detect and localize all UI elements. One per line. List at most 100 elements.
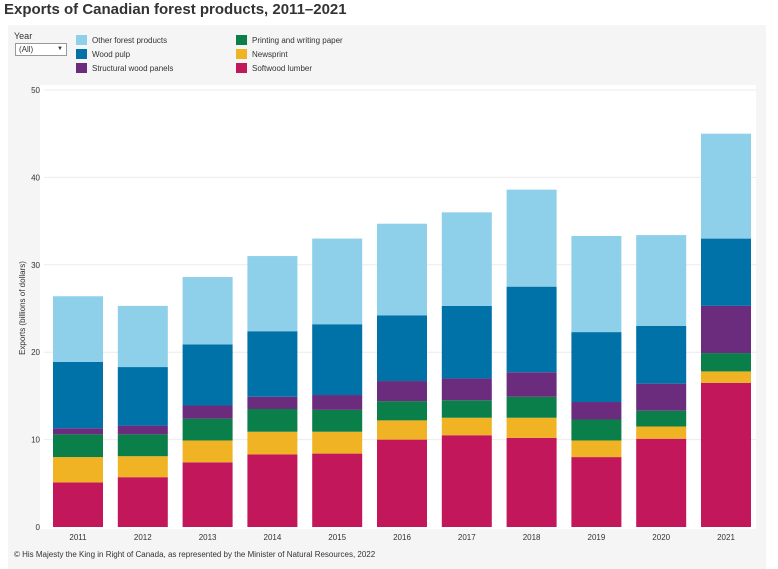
legend-label: Wood pulp xyxy=(92,49,131,59)
x-tick-label: 2011 xyxy=(69,533,87,542)
year-select-value: (All) xyxy=(19,45,34,54)
x-tick-label: 2018 xyxy=(523,533,541,542)
bar-printing-and-writing-paper-2012 xyxy=(117,434,168,457)
bar-other-forest-products-2021 xyxy=(701,133,751,239)
legend-item-softwood-lumber[interactable]: Softwood lumber xyxy=(236,62,312,74)
legend-label: Softwood lumber xyxy=(252,63,313,73)
bar-printing-and-writing-paper-2011 xyxy=(53,434,103,458)
bar-wood-pulp-2014 xyxy=(247,331,298,397)
year-filter-label: Year xyxy=(14,31,33,41)
legend-item-structural-wood-panels[interactable]: Structural wood panels xyxy=(76,62,173,74)
bar-wood-pulp-2021 xyxy=(701,238,751,306)
y-tick-label: 50 xyxy=(31,86,40,95)
legend-swatch xyxy=(76,49,87,59)
x-tick-label: 2019 xyxy=(588,533,606,542)
x-tick-label: 2013 xyxy=(199,533,217,542)
bar-structural-wood-panels-2013 xyxy=(182,405,233,419)
bar-other-forest-products-2016 xyxy=(377,223,427,316)
bar-wood-pulp-2013 xyxy=(182,344,233,406)
y-tick-label: 40 xyxy=(31,173,40,182)
x-tick-label: 2015 xyxy=(328,533,346,542)
bar-softwood-lumber-2011 xyxy=(53,482,103,527)
x-tick-label: 2017 xyxy=(458,533,476,542)
bar-structural-wood-panels-2021 xyxy=(701,305,751,354)
bar-softwood-lumber-2015 xyxy=(312,453,363,527)
legend-swatch xyxy=(236,49,247,59)
bar-newsprint-2012 xyxy=(117,456,168,478)
bar-softwood-lumber-2012 xyxy=(117,477,168,527)
bar-newsprint-2017 xyxy=(441,417,492,436)
bar-printing-and-writing-paper-2018 xyxy=(506,396,557,418)
bar-newsprint-2015 xyxy=(312,431,363,454)
bar-other-forest-products-2015 xyxy=(312,238,363,325)
legend-swatch xyxy=(76,63,87,73)
bar-newsprint-2020 xyxy=(636,426,687,439)
bar-structural-wood-panels-2018 xyxy=(506,372,557,397)
bar-printing-and-writing-paper-2013 xyxy=(182,418,233,441)
bar-other-forest-products-2017 xyxy=(441,212,492,306)
y-axis-label: Exports (billions of dollars) xyxy=(18,261,27,355)
bar-other-forest-products-2013 xyxy=(182,277,233,345)
legend-item-printing-and-writing-paper[interactable]: Printing and writing paper xyxy=(236,34,343,46)
bar-structural-wood-panels-2014 xyxy=(247,396,298,410)
bar-newsprint-2011 xyxy=(53,457,103,483)
bar-other-forest-products-2020 xyxy=(636,235,687,326)
bar-structural-wood-panels-2019 xyxy=(571,402,622,420)
x-tick-label: 2020 xyxy=(652,533,670,542)
bar-softwood-lumber-2019 xyxy=(571,457,622,527)
x-tick-label: 2012 xyxy=(134,533,152,542)
bar-other-forest-products-2018 xyxy=(506,189,557,287)
y-tick-label: 0 xyxy=(36,523,41,532)
y-tick-label: 30 xyxy=(31,261,40,270)
x-tick-label: 2021 xyxy=(717,533,735,542)
y-tick-label: 10 xyxy=(31,436,40,445)
bar-softwood-lumber-2013 xyxy=(182,462,233,527)
bar-other-forest-products-2019 xyxy=(571,235,622,333)
bar-other-forest-products-2011 xyxy=(53,296,103,362)
x-tick-label: 2016 xyxy=(393,533,411,542)
bar-printing-and-writing-paper-2017 xyxy=(441,400,492,418)
bar-wood-pulp-2017 xyxy=(441,305,492,379)
year-select[interactable]: (All) ▼ xyxy=(15,43,67,56)
page-title: Exports of Canadian forest products, 201… xyxy=(4,1,347,18)
chevron-down-icon: ▼ xyxy=(57,46,63,52)
bar-printing-and-writing-paper-2015 xyxy=(312,409,363,432)
bar-newsprint-2018 xyxy=(506,417,557,438)
bar-printing-and-writing-paper-2020 xyxy=(636,410,687,427)
legend-swatch xyxy=(236,35,247,45)
bar-newsprint-2019 xyxy=(571,440,622,458)
bar-softwood-lumber-2018 xyxy=(506,437,557,527)
bar-wood-pulp-2015 xyxy=(312,324,363,396)
bar-wood-pulp-2020 xyxy=(636,325,687,384)
bar-softwood-lumber-2014 xyxy=(247,454,298,527)
bar-wood-pulp-2012 xyxy=(117,367,168,426)
bar-wood-pulp-2016 xyxy=(377,315,427,382)
legend-swatch xyxy=(76,35,87,45)
x-tick-label: 2014 xyxy=(264,533,282,542)
bar-structural-wood-panels-2011 xyxy=(53,428,103,435)
y-tick-label: 20 xyxy=(31,348,40,357)
bar-printing-and-writing-paper-2019 xyxy=(571,419,622,441)
bar-newsprint-2021 xyxy=(701,371,751,383)
legend-swatch xyxy=(236,63,247,73)
bar-softwood-lumber-2017 xyxy=(441,435,492,527)
bar-structural-wood-panels-2020 xyxy=(636,383,687,411)
bar-softwood-lumber-2016 xyxy=(377,439,427,527)
bar-structural-wood-panels-2017 xyxy=(441,378,492,401)
bar-newsprint-2016 xyxy=(377,420,427,440)
bar-softwood-lumber-2021 xyxy=(701,382,751,527)
legend-item-other-forest-products[interactable]: Other forest products xyxy=(76,34,167,46)
legend-label: Printing and writing paper xyxy=(252,35,343,45)
bar-printing-and-writing-paper-2014 xyxy=(247,409,298,432)
bar-other-forest-products-2012 xyxy=(117,305,168,368)
bar-wood-pulp-2011 xyxy=(53,361,103,429)
bar-wood-pulp-2018 xyxy=(506,286,557,373)
legend-item-wood-pulp[interactable]: Wood pulp xyxy=(76,48,130,60)
bar-structural-wood-panels-2012 xyxy=(117,425,168,435)
legend-item-newsprint[interactable]: Newsprint xyxy=(236,48,288,60)
bar-printing-and-writing-paper-2021 xyxy=(701,353,751,372)
bar-newsprint-2013 xyxy=(182,440,233,463)
bar-other-forest-products-2014 xyxy=(247,256,298,332)
bar-structural-wood-panels-2015 xyxy=(312,395,363,410)
